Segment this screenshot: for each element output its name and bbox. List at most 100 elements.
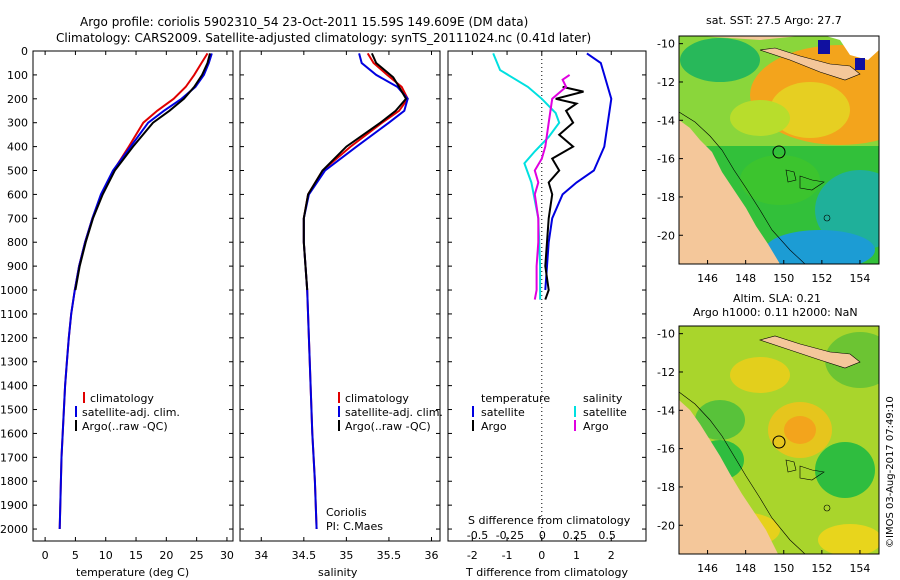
- depth-tick-label: 1300: [0, 356, 28, 369]
- map-x-tick-label: 150: [773, 562, 794, 575]
- depth-tick-label: 1000: [0, 284, 28, 297]
- s-difference-xlabel: S difference from climatology: [468, 514, 631, 527]
- sst-map-x-axis: 146 148 150 152 154: [697, 260, 870, 285]
- sla-map-image: [679, 326, 879, 554]
- sla-map-title-line1: Altim. SLA: 0.21: [733, 292, 821, 305]
- depth-tick-label: 1800: [0, 475, 28, 488]
- salinity-series: [302, 52, 409, 530]
- temperature-legend: climatology satellite-adj. clim. Argo(..…: [75, 392, 180, 433]
- depth-tick-label: 1600: [0, 427, 28, 440]
- x-tick-label: 34: [254, 549, 268, 562]
- sla-map-y-axis: -10 -12 -14 -16 -18 -20: [657, 328, 683, 532]
- depth-axis: 0 100 200 300 400 500 600 700 800 900 1000 1100 1200…: [0, 45, 646, 536]
- map-y-tick-label: -14: [657, 114, 675, 127]
- imos-credit: ©IMOS 03-Aug-2017 07:49:10: [885, 396, 896, 548]
- depth-tick-label: 500: [7, 165, 28, 178]
- series-line-argo-temperature-: [544, 85, 584, 300]
- x-tick-label: 36: [424, 549, 438, 562]
- map-x-tick-label: 146: [697, 562, 718, 575]
- legend-t-argo-label: Argo: [481, 420, 507, 433]
- difference-panel: -2 -1 0 1 2 -0.5 -0.25 0 0.25 0.5 temperature sa…: [447, 50, 647, 579]
- salinity-panel: 34 34.5 35 35.5 36 salinity climatology sate…: [239, 50, 443, 579]
- float-pi-label: PI: C.Maes: [326, 520, 383, 533]
- sst-map-frame: [678, 35, 880, 265]
- sst-map-image: [679, 36, 879, 264]
- sst-map-panel: sat. SST: 27.5 Argo: 27.7 146 148 150 152 15: [657, 14, 880, 285]
- map-y-tick-label: -18: [657, 481, 675, 494]
- difference-legend: temperature salinity satellite Argo sate…: [472, 392, 627, 433]
- map-y-tick-label: -18: [657, 191, 675, 204]
- map-y-tick-label: -12: [657, 366, 675, 379]
- map-x-tick-label: 152: [811, 272, 832, 285]
- map-x-tick-label: 154: [849, 272, 870, 285]
- legend-s-argo-label: Argo: [583, 420, 609, 433]
- t-difference-x-axis: -2 -1 0 1 2: [467, 51, 615, 562]
- series-line-argo-raw-qc-: [74, 53, 211, 291]
- depth-tick-label: 1500: [0, 404, 28, 417]
- s-tick-label: -0.25: [496, 529, 524, 542]
- argo-location-marker: [772, 435, 786, 449]
- depth-tick-label: 600: [7, 188, 28, 201]
- legend-salinity-header: salinity: [583, 392, 623, 405]
- depth-tick-label: 200: [7, 93, 28, 106]
- sla-map-title-line2: Argo h1000: 0.11 h2000: NaN: [693, 306, 858, 319]
- series-line-argo-salinity-: [533, 74, 571, 300]
- float-agency-label: Coriolis: [326, 506, 367, 519]
- x-tick-label: -1: [502, 549, 513, 562]
- series-line-satellite-adj-clim-: [58, 53, 213, 530]
- x-tick-label: 30: [220, 549, 234, 562]
- temperature-plot-frame: [32, 50, 234, 542]
- depth-tick-label: 900: [7, 260, 28, 273]
- x-tick-label: 35.5: [377, 549, 402, 562]
- legend-climatology-label: climatology: [90, 392, 154, 405]
- temperature-series: [58, 52, 213, 530]
- legend-climatology-label: climatology: [345, 392, 409, 405]
- map-x-tick-label: 146: [697, 272, 718, 285]
- sla-map-panel: Altim. SLA: 0.21 Argo h1000: 0.11 h2000:…: [657, 292, 880, 575]
- difference-series: [492, 52, 613, 300]
- legend-argo-label: Argo(..raw -QC): [345, 420, 431, 433]
- s-tick-label: 0.25: [562, 529, 587, 542]
- series-line-climatology: [302, 52, 409, 530]
- map-x-tick-label: 148: [735, 562, 756, 575]
- s-tick-label: 0.5: [598, 529, 616, 542]
- figure-title-line1: Argo profile: coriolis 5902310_54 23-Oct…: [80, 15, 528, 29]
- temperature-panel: 0100200300400500600700800900100011001200…: [0, 45, 646, 579]
- series-line-satellite-temperature-: [544, 52, 613, 291]
- depth-tick-label: 1400: [0, 380, 28, 393]
- legend-argo-label: Argo(..raw -QC): [82, 420, 168, 433]
- map-x-tick-label: 152: [811, 562, 832, 575]
- x-tick-label: 5: [72, 549, 79, 562]
- sla-map-frame: [678, 325, 880, 555]
- figure-title-line2: Climatology: CARS2009. Satellite-adjuste…: [56, 31, 591, 45]
- depth-tick-label: 800: [7, 236, 28, 249]
- x-tick-label: 20: [159, 549, 173, 562]
- map-y-tick-label: -10: [657, 38, 675, 51]
- map-x-tick-label: 154: [849, 562, 870, 575]
- x-tick-label: 2: [608, 549, 615, 562]
- salinity-plot-frame: [239, 50, 441, 542]
- x-tick-label: 0: [538, 549, 545, 562]
- depth-tick-label: 2000: [0, 523, 28, 536]
- x-tick-label: 0: [42, 549, 49, 562]
- legend-s-satellite-label: satellite: [583, 406, 627, 419]
- legend-temperature-header: temperature: [481, 392, 550, 405]
- x-tick-label: 25: [190, 549, 204, 562]
- legend-satellite-label: satellite-adj. clim.: [82, 406, 180, 419]
- depth-tick-label: 100: [7, 69, 28, 82]
- map-y-tick-label: -16: [657, 153, 675, 166]
- temperature-xlabel: temperature (deg C): [76, 566, 189, 579]
- legend-satellite-label: satellite-adj. clim.: [345, 406, 443, 419]
- map-y-tick-label: -20: [657, 229, 675, 242]
- s-tick-label: 0: [539, 529, 546, 542]
- t-difference-xlabel: T difference from climatology: [465, 566, 628, 579]
- depth-tick-label: 700: [7, 212, 28, 225]
- depth-tick-label: 300: [7, 117, 28, 130]
- map-x-tick-label: 150: [773, 272, 794, 285]
- depth-tick-label: 0: [21, 45, 28, 58]
- temperature-x-axis: 0 5 10 15 20 25 30: [42, 51, 234, 562]
- map-y-tick-label: -16: [657, 443, 675, 456]
- depth-tick-label: 400: [7, 141, 28, 154]
- sla-map-x-axis: 146 148 150 152 154: [697, 550, 870, 575]
